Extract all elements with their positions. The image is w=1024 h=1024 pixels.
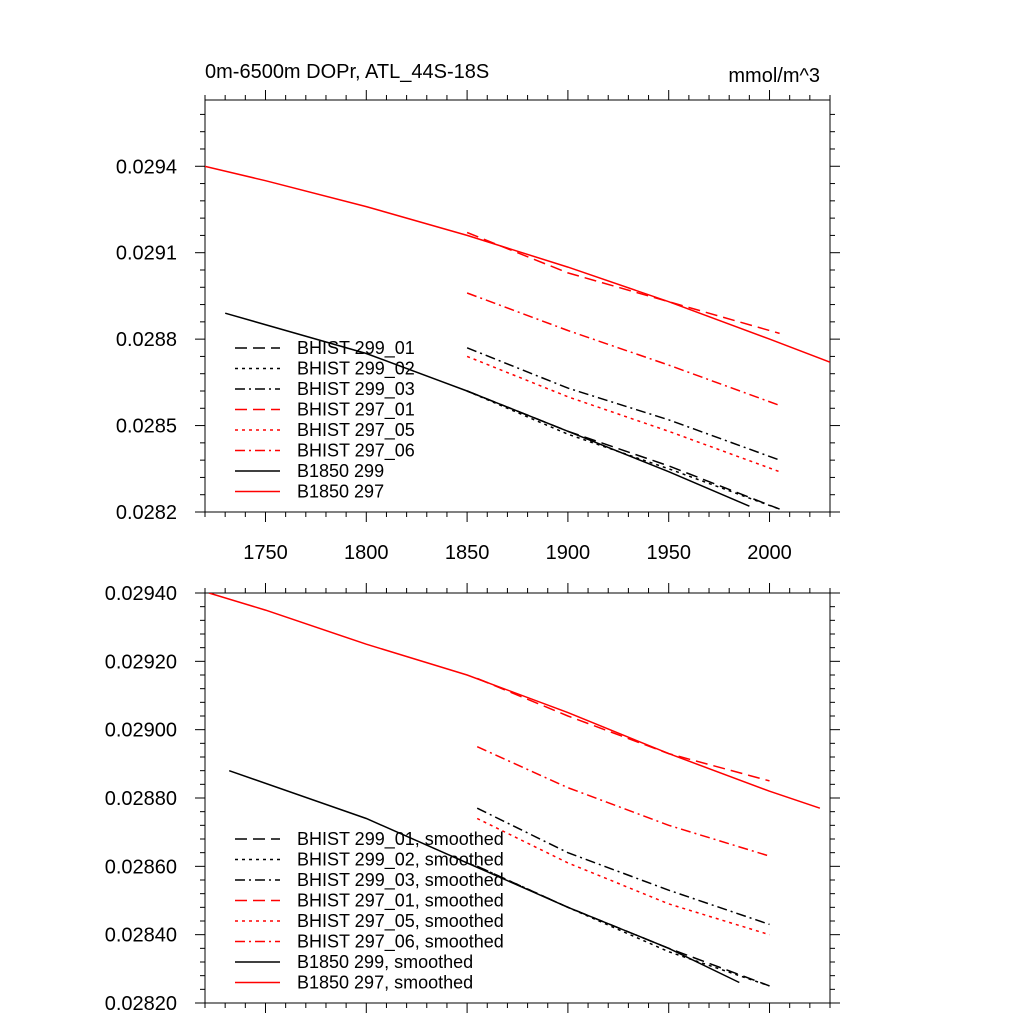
legend-label: BHIST 299_03 [297, 379, 415, 400]
legend-label: BHIST 297_06 [297, 441, 415, 462]
legend-label: BHIST 299_02 [297, 359, 415, 380]
series-line [205, 165, 830, 363]
x-tick-label: 1850 [445, 542, 490, 564]
legend-label: B1850 297, smoothed [297, 973, 473, 993]
y-tick-label: 0.02920 [105, 651, 177, 673]
series-line [476, 677, 770, 782]
series-line [476, 817, 770, 936]
legend-label: BHIST 299_03, smoothed [297, 870, 504, 891]
y-tick-label: 0.0291 [116, 243, 177, 265]
legend-label: B1850 299, smoothed [297, 952, 473, 972]
series-line [466, 292, 780, 407]
legend-label: BHIST 297_05, smoothed [297, 911, 504, 932]
y-tick-label: 0.02840 [105, 925, 177, 947]
legend-label: BHIST 297_06, smoothed [297, 932, 504, 953]
x-tick-label: 1950 [646, 542, 691, 564]
y-tick-label: 0.0282 [116, 502, 177, 524]
x-tick-label: 1800 [344, 542, 389, 564]
series-group [208, 593, 821, 987]
series-line [208, 593, 821, 809]
y-tick-label: 0.0288 [116, 329, 177, 351]
series-line [466, 231, 780, 335]
x-tick-label: 1900 [546, 542, 591, 564]
legend-label: BHIST 297_01, smoothed [297, 891, 504, 912]
legend-label: BHIST 299_02, smoothed [297, 850, 504, 871]
chart-panel-bottom: 0.02820 0.02840 0.02860 0.02880 0.02900 0.029… [105, 583, 840, 1015]
series-line [476, 865, 770, 987]
y-tick-label: 0.0294 [116, 156, 177, 178]
x-tick-label: 2000 [747, 542, 792, 564]
plot-frame [204, 99, 831, 513]
series-line [224, 312, 750, 507]
chart-panel-top: 1750 1800 1850 1900 1950 2000 0.0282 0.0285 0.02… [116, 61, 840, 564]
series-line [466, 347, 780, 461]
series-line [476, 746, 770, 857]
y-tick-label: 0.02860 [105, 856, 177, 878]
x-tick-label: 1750 [243, 542, 288, 564]
series-line [476, 865, 770, 987]
series-line [466, 390, 780, 510]
y-tick-label: 0.02940 [105, 583, 177, 605]
legend-label: B1850 299 [297, 461, 384, 481]
series-line [466, 355, 780, 473]
y-tick-label: 0.02880 [105, 788, 177, 810]
chart-title: 0m-6500m DOPr, ATL_44S-18S [205, 61, 489, 83]
legend-label: B1850 297 [297, 482, 384, 502]
y-tick-label: 0.0285 [116, 416, 177, 438]
series-line [476, 807, 770, 926]
y-tick-label: 0.02900 [105, 720, 177, 742]
series-line [228, 769, 740, 984]
legend-label: BHIST 299_01 [297, 338, 415, 359]
legend-label: BHIST 297_01 [297, 400, 415, 421]
series-group [205, 165, 830, 510]
units-label: mmol/m^3 [728, 65, 820, 87]
y-tick-label: 0.02820 [105, 993, 177, 1015]
legend-label: BHIST 297_05 [297, 420, 415, 441]
legend-label: BHIST 299_01, smoothed [297, 829, 504, 850]
